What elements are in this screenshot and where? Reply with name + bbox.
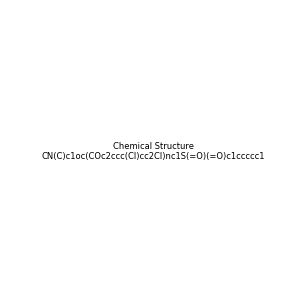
Text: Chemical Structure
CN(C)c1oc(COc2ccc(Cl)cc2Cl)nc1S(=O)(=O)c1ccccc1: Chemical Structure CN(C)c1oc(COc2ccc(Cl)… bbox=[42, 142, 266, 161]
